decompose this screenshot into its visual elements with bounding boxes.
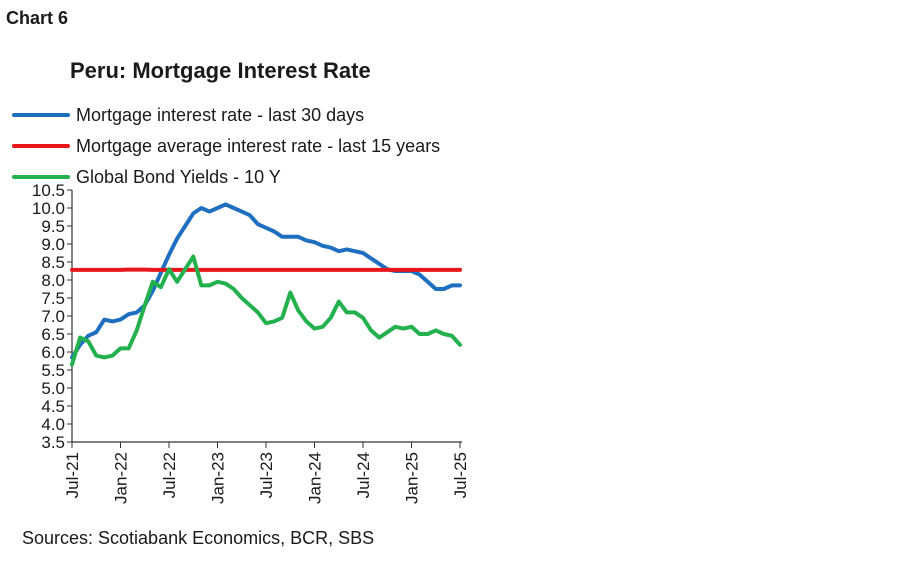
x-tick-label: Jan-24 (306, 452, 325, 504)
y-tick-label: 5.5 (41, 361, 65, 380)
legend-item-mortgage-15y: Mortgage average interest rate - last 15… (12, 135, 440, 157)
series-line-2 (70, 254, 462, 367)
legend-item-mortgage-30d: Mortgage interest rate - last 30 days (12, 104, 364, 126)
x-tick-label: Jul-21 (63, 452, 82, 498)
legend-item-bond-yields: Global Bond Yields - 10 Y (12, 166, 281, 188)
y-tick-label: 5.0 (41, 379, 65, 398)
x-tick-label: Jul-23 (257, 452, 276, 498)
y-tick-label: 3.5 (41, 433, 65, 452)
y-tick-label: 10.0 (32, 199, 65, 218)
legend-label-mortgage-30d: Mortgage interest rate - last 30 days (76, 104, 365, 125)
x-tick-label: Jan-22 (112, 452, 131, 504)
y-tick-label: 6.5 (41, 325, 65, 344)
legend-swatch-bond-yields (12, 175, 70, 179)
y-tick-label: 4.0 (41, 415, 65, 434)
series-line-0 (70, 202, 462, 360)
legend-label-mortgage-15y: Mortgage average interest rate - last 15… (76, 135, 441, 156)
y-tick-label: 8.5 (41, 253, 65, 272)
y-tick-label: 9.5 (41, 217, 65, 236)
sources-note: Sources: Scotiabank Economics, BCR, SBS (22, 528, 375, 548)
x-tick-label: Jul-24 (354, 452, 373, 498)
legend-swatch-mortgage-15y (12, 144, 70, 148)
y-tick-label: 10.5 (32, 181, 65, 200)
y-tick-label: 9.0 (41, 235, 65, 254)
legend-label-bond-yields: Global Bond Yields - 10 Y (76, 166, 281, 187)
x-tick-label: Jul-22 (160, 452, 179, 498)
x-tick-label: Jan-25 (403, 452, 422, 504)
y-tick-label: 6.0 (41, 343, 65, 362)
chart-number: Chart 6 (6, 8, 69, 28)
x-tick-label: Jan-23 (209, 452, 228, 504)
legend-swatch-mortgage-30d (12, 113, 70, 117)
y-tick-label: 8.0 (41, 271, 65, 290)
chart-title: Peru: Mortgage Interest Rate (70, 58, 371, 83)
y-tick-label: 4.5 (41, 397, 65, 416)
y-tick-label: 7.0 (41, 307, 65, 326)
x-tick-label: Jul-25 (451, 452, 470, 498)
y-tick-label: 7.5 (41, 289, 65, 308)
